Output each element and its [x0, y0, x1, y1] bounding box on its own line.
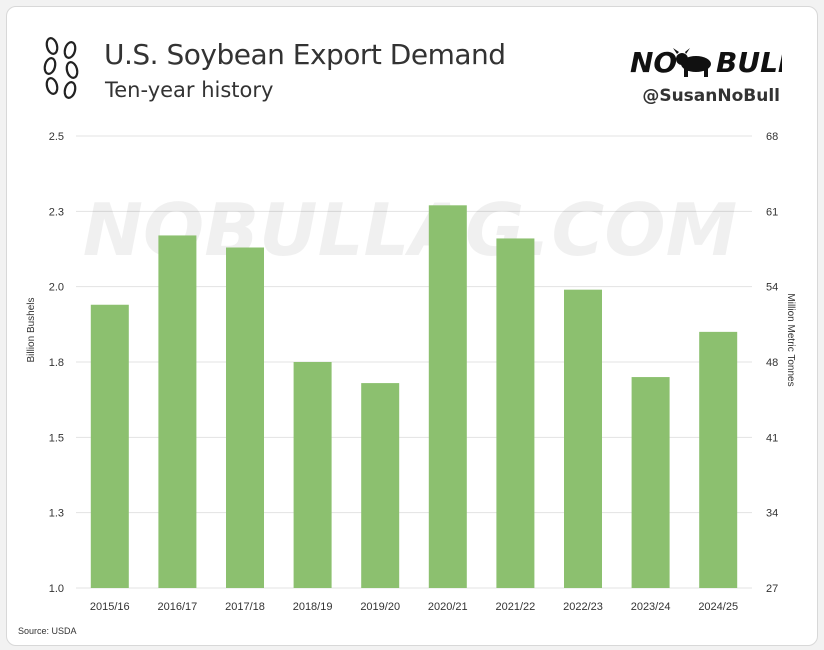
bar-2018-19	[293, 362, 332, 588]
y-tick-label: 1.3	[49, 508, 64, 520]
chart-card	[6, 6, 818, 646]
bar-2021-22	[496, 238, 535, 588]
nobull-logo-text: NO	[630, 46, 677, 79]
bar-2017-18	[226, 247, 264, 588]
y-tick-label: 2.5	[49, 131, 64, 143]
y2-tick-label: 34	[766, 508, 778, 520]
chart-title: U.S. Soybean Export Demand	[104, 38, 506, 71]
y-axis-label: Billion Bushels	[26, 297, 37, 362]
source-note: Source: USDA	[18, 626, 77, 636]
bar-2016-17	[158, 235, 197, 588]
bar-2019-20	[361, 383, 400, 588]
chart-subtitle: Ten-year history	[105, 78, 274, 102]
x-tick-label: 2015/16	[90, 601, 130, 613]
y-tick-label: 2.0	[49, 282, 64, 294]
soybean-pod-icon	[43, 37, 79, 99]
y-axis-right: 27 34 41 48 54 61 68	[766, 131, 778, 595]
bull-icon	[673, 48, 711, 77]
bars	[90, 205, 738, 588]
bar-2023-24	[631, 377, 670, 588]
y-axis-left: 1.0 1.3 1.5 1.8 2.0 2.3 2.5	[49, 131, 64, 595]
y2-tick-label: 48	[766, 357, 778, 369]
x-tick-label: 2024/25	[698, 601, 738, 613]
bar-2024-25	[699, 331, 738, 588]
y2-tick-label: 61	[766, 206, 778, 218]
x-tick-label: 2020/21	[428, 601, 468, 613]
y2-tick-label: 27	[766, 583, 778, 595]
y-tick-label: 2.3	[49, 206, 64, 218]
social-handle: @SusanNoBull	[642, 86, 780, 106]
x-tick-label: 2021/22	[496, 601, 536, 613]
nobull-logo: NO BULL	[630, 46, 782, 79]
x-tick-label: 2022/23	[563, 601, 603, 613]
bar-2022-23	[564, 289, 602, 588]
y2-tick-label: 41	[766, 432, 778, 444]
y-tick-label: 1.8	[49, 357, 64, 369]
y2-tick-label: 54	[766, 282, 778, 294]
y2-tick-label: 68	[766, 131, 778, 143]
bar-2020-21	[428, 205, 467, 588]
x-tick-label: 2023/24	[631, 601, 671, 613]
x-axis: 2015/16 2016/17 2017/18 2018/19 2019/20 2020/…	[90, 601, 738, 613]
x-tick-label: 2016/17	[158, 601, 198, 613]
y-tick-label: 1.0	[49, 583, 64, 595]
x-tick-label: 2018/19	[293, 601, 333, 613]
y-tick-label: 1.5	[49, 432, 64, 444]
x-tick-label: 2017/18	[225, 601, 265, 613]
bar-2015-16	[90, 304, 129, 588]
svg-text:BULL: BULL	[716, 46, 782, 79]
y2-axis-label: Million Metric Tonnes	[785, 293, 796, 386]
x-tick-label: 2019/20	[360, 601, 400, 613]
